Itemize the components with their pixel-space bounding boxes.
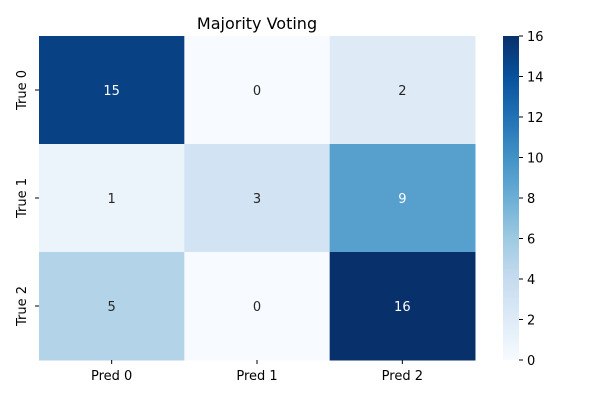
cell-value-label: 1 [108, 192, 116, 207]
y-axis: True 0 True 1 True 2 [15, 70, 39, 327]
cell-value-label: 2 [398, 84, 406, 99]
colorbar-tick-label: 2 [527, 314, 535, 329]
chart-title: Majority Voting [197, 14, 317, 33]
colorbar-tick-label: 6 [527, 233, 535, 248]
cell-value-label: 15 [103, 84, 120, 99]
heatmap-cell [329, 144, 476, 253]
x-axis: Pred 0 Pred 1 Pred 2 [91, 360, 423, 384]
colorbar-tick-label: 8 [527, 192, 535, 207]
colorbar: 0 2 4 6 8 10 12 14 16 [503, 30, 544, 369]
colorbar-gradient [503, 36, 519, 360]
x-tick-label: Pred 1 [236, 369, 277, 384]
colorbar-tick-label: 12 [527, 111, 544, 126]
cell-value-label: 16 [394, 300, 411, 315]
heatmap-cell [39, 36, 185, 145]
y-tick-label: True 2 [15, 286, 30, 327]
y-tick-label: True 1 [15, 178, 30, 219]
heatmap-cell [39, 144, 185, 253]
x-tick-label: Pred 0 [91, 369, 132, 384]
cell-value-label: 9 [398, 192, 406, 207]
y-tick-label: True 0 [15, 70, 30, 111]
cell-value-label: 5 [108, 300, 116, 315]
heatmap-cell [329, 252, 476, 361]
colorbar-tick-label: 14 [527, 71, 544, 86]
cell-value-label: 0 [253, 84, 261, 99]
x-tick-label: Pred 2 [382, 369, 423, 384]
heatmap-cell [184, 252, 331, 361]
cell-value-label: 3 [253, 192, 261, 207]
colorbar-tick-label: 16 [527, 30, 544, 45]
colorbar-tick-label: 4 [527, 273, 535, 288]
heatmap-cell [329, 36, 476, 145]
heatmap-cell [39, 252, 185, 361]
heatmap-cell [184, 144, 331, 253]
colorbar-tick-label: 10 [527, 152, 544, 167]
cell-value-label: 0 [253, 300, 261, 315]
colorbar-tick-label: 0 [527, 354, 535, 369]
heatmap-cells: 15 0 21 3 95 0 16 [39, 36, 476, 361]
heatmap-cell [184, 36, 331, 145]
